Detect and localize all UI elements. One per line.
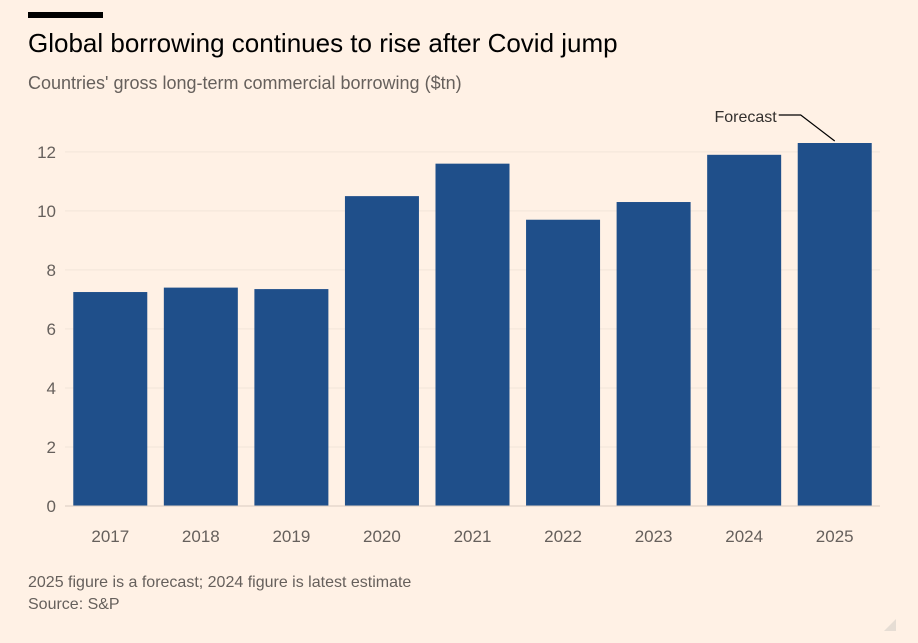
source-note: Source: S&P [28, 596, 120, 613]
x-tick-label: 2023 [635, 527, 673, 546]
bar-2017 [73, 292, 148, 506]
y-tick-label: 12 [37, 143, 56, 162]
x-tick-label: 2024 [725, 527, 763, 546]
x-tick-label: 2022 [544, 527, 582, 546]
bar-2019 [254, 289, 329, 506]
bar-2023 [616, 202, 691, 506]
resize-corner [884, 619, 896, 631]
forecast-annotation: Forecast [714, 109, 777, 126]
bar-2025 [797, 143, 872, 506]
y-tick-label: 4 [47, 379, 56, 398]
bar-2020 [344, 196, 419, 506]
bar-2022 [526, 219, 601, 507]
forecast-leader-line [778, 114, 836, 142]
top-rule [28, 12, 103, 18]
x-tick-label: 2025 [816, 527, 854, 546]
bar-2021 [435, 163, 510, 506]
x-tick-label: 2019 [272, 527, 310, 546]
bar-2024 [707, 154, 782, 506]
x-tick-label: 2017 [91, 527, 129, 546]
footnote: 2025 figure is a forecast; 2024 figure i… [28, 574, 412, 591]
x-tick-label: 2018 [182, 527, 220, 546]
y-tick-label: 2 [47, 438, 56, 457]
bar-2018 [163, 287, 238, 506]
chart-subtitle: Countries' gross long-term commercial bo… [28, 73, 462, 93]
y-tick-label: 6 [47, 320, 56, 339]
x-tick-label: 2020 [363, 527, 401, 546]
y-tick-label: 8 [47, 261, 56, 280]
y-tick-label: 0 [47, 497, 56, 516]
y-tick-label: 10 [37, 202, 56, 221]
chart-title: Global borrowing continues to rise after… [28, 28, 618, 58]
x-tick-label: 2021 [454, 527, 492, 546]
